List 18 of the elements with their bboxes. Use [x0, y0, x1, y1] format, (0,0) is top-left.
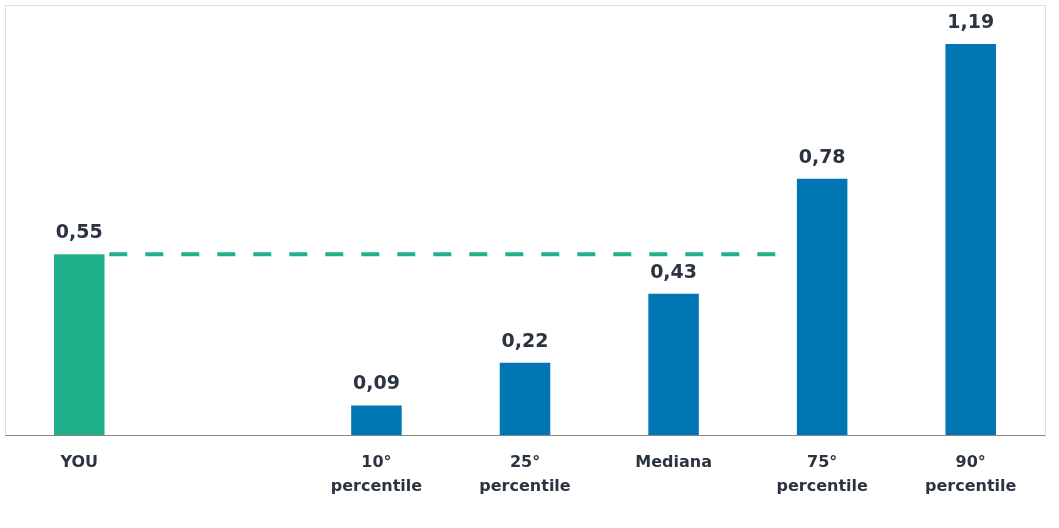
bar	[499, 362, 551, 435]
data-label: 0,78	[798, 144, 846, 167]
x-tick-label: YOU	[59, 451, 99, 471]
data-label: 0,22	[501, 328, 549, 351]
bar	[796, 178, 848, 435]
x-tick-label: Mediana	[635, 451, 712, 471]
data-label: 0,55	[55, 220, 103, 243]
data-label: 1,19	[947, 10, 995, 33]
bar	[54, 254, 105, 435]
data-label: 0,09	[352, 371, 400, 394]
bar	[648, 293, 699, 435]
x-tick-label: 90° percentile	[925, 451, 1017, 495]
x-tick-label: 10° percentile	[330, 451, 423, 495]
x-tick-label: 75° percentile	[776, 451, 868, 495]
x-tick-label: 25° percentile	[479, 451, 571, 495]
bar	[945, 44, 996, 435]
data-label: 0,43	[650, 259, 698, 282]
bar	[351, 405, 402, 435]
